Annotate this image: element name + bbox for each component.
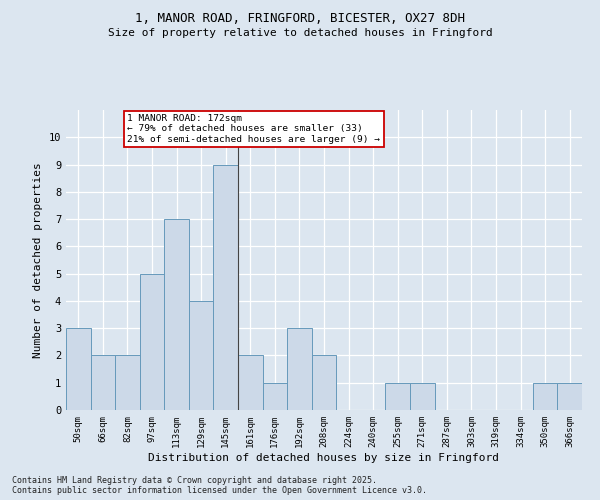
Bar <box>140 274 164 410</box>
Text: 1 MANOR ROAD: 172sqm
← 79% of detached houses are smaller (33)
21% of semi-detac: 1 MANOR ROAD: 172sqm ← 79% of detached h… <box>127 114 380 144</box>
Bar <box>238 356 263 410</box>
X-axis label: Distribution of detached houses by size in Fringford: Distribution of detached houses by size … <box>149 452 499 462</box>
Bar <box>287 328 312 410</box>
Text: Size of property relative to detached houses in Fringford: Size of property relative to detached ho… <box>107 28 493 38</box>
Bar <box>91 356 115 410</box>
Y-axis label: Number of detached properties: Number of detached properties <box>33 162 43 358</box>
Bar <box>557 382 582 410</box>
Bar <box>385 382 410 410</box>
Text: Contains HM Land Registry data © Crown copyright and database right 2025.
Contai: Contains HM Land Registry data © Crown c… <box>12 476 427 495</box>
Bar <box>214 164 238 410</box>
Bar <box>263 382 287 410</box>
Bar <box>115 356 140 410</box>
Bar <box>189 301 214 410</box>
Text: 1, MANOR ROAD, FRINGFORD, BICESTER, OX27 8DH: 1, MANOR ROAD, FRINGFORD, BICESTER, OX27… <box>135 12 465 26</box>
Bar <box>410 382 434 410</box>
Bar <box>312 356 336 410</box>
Bar <box>66 328 91 410</box>
Bar <box>164 219 189 410</box>
Bar <box>533 382 557 410</box>
